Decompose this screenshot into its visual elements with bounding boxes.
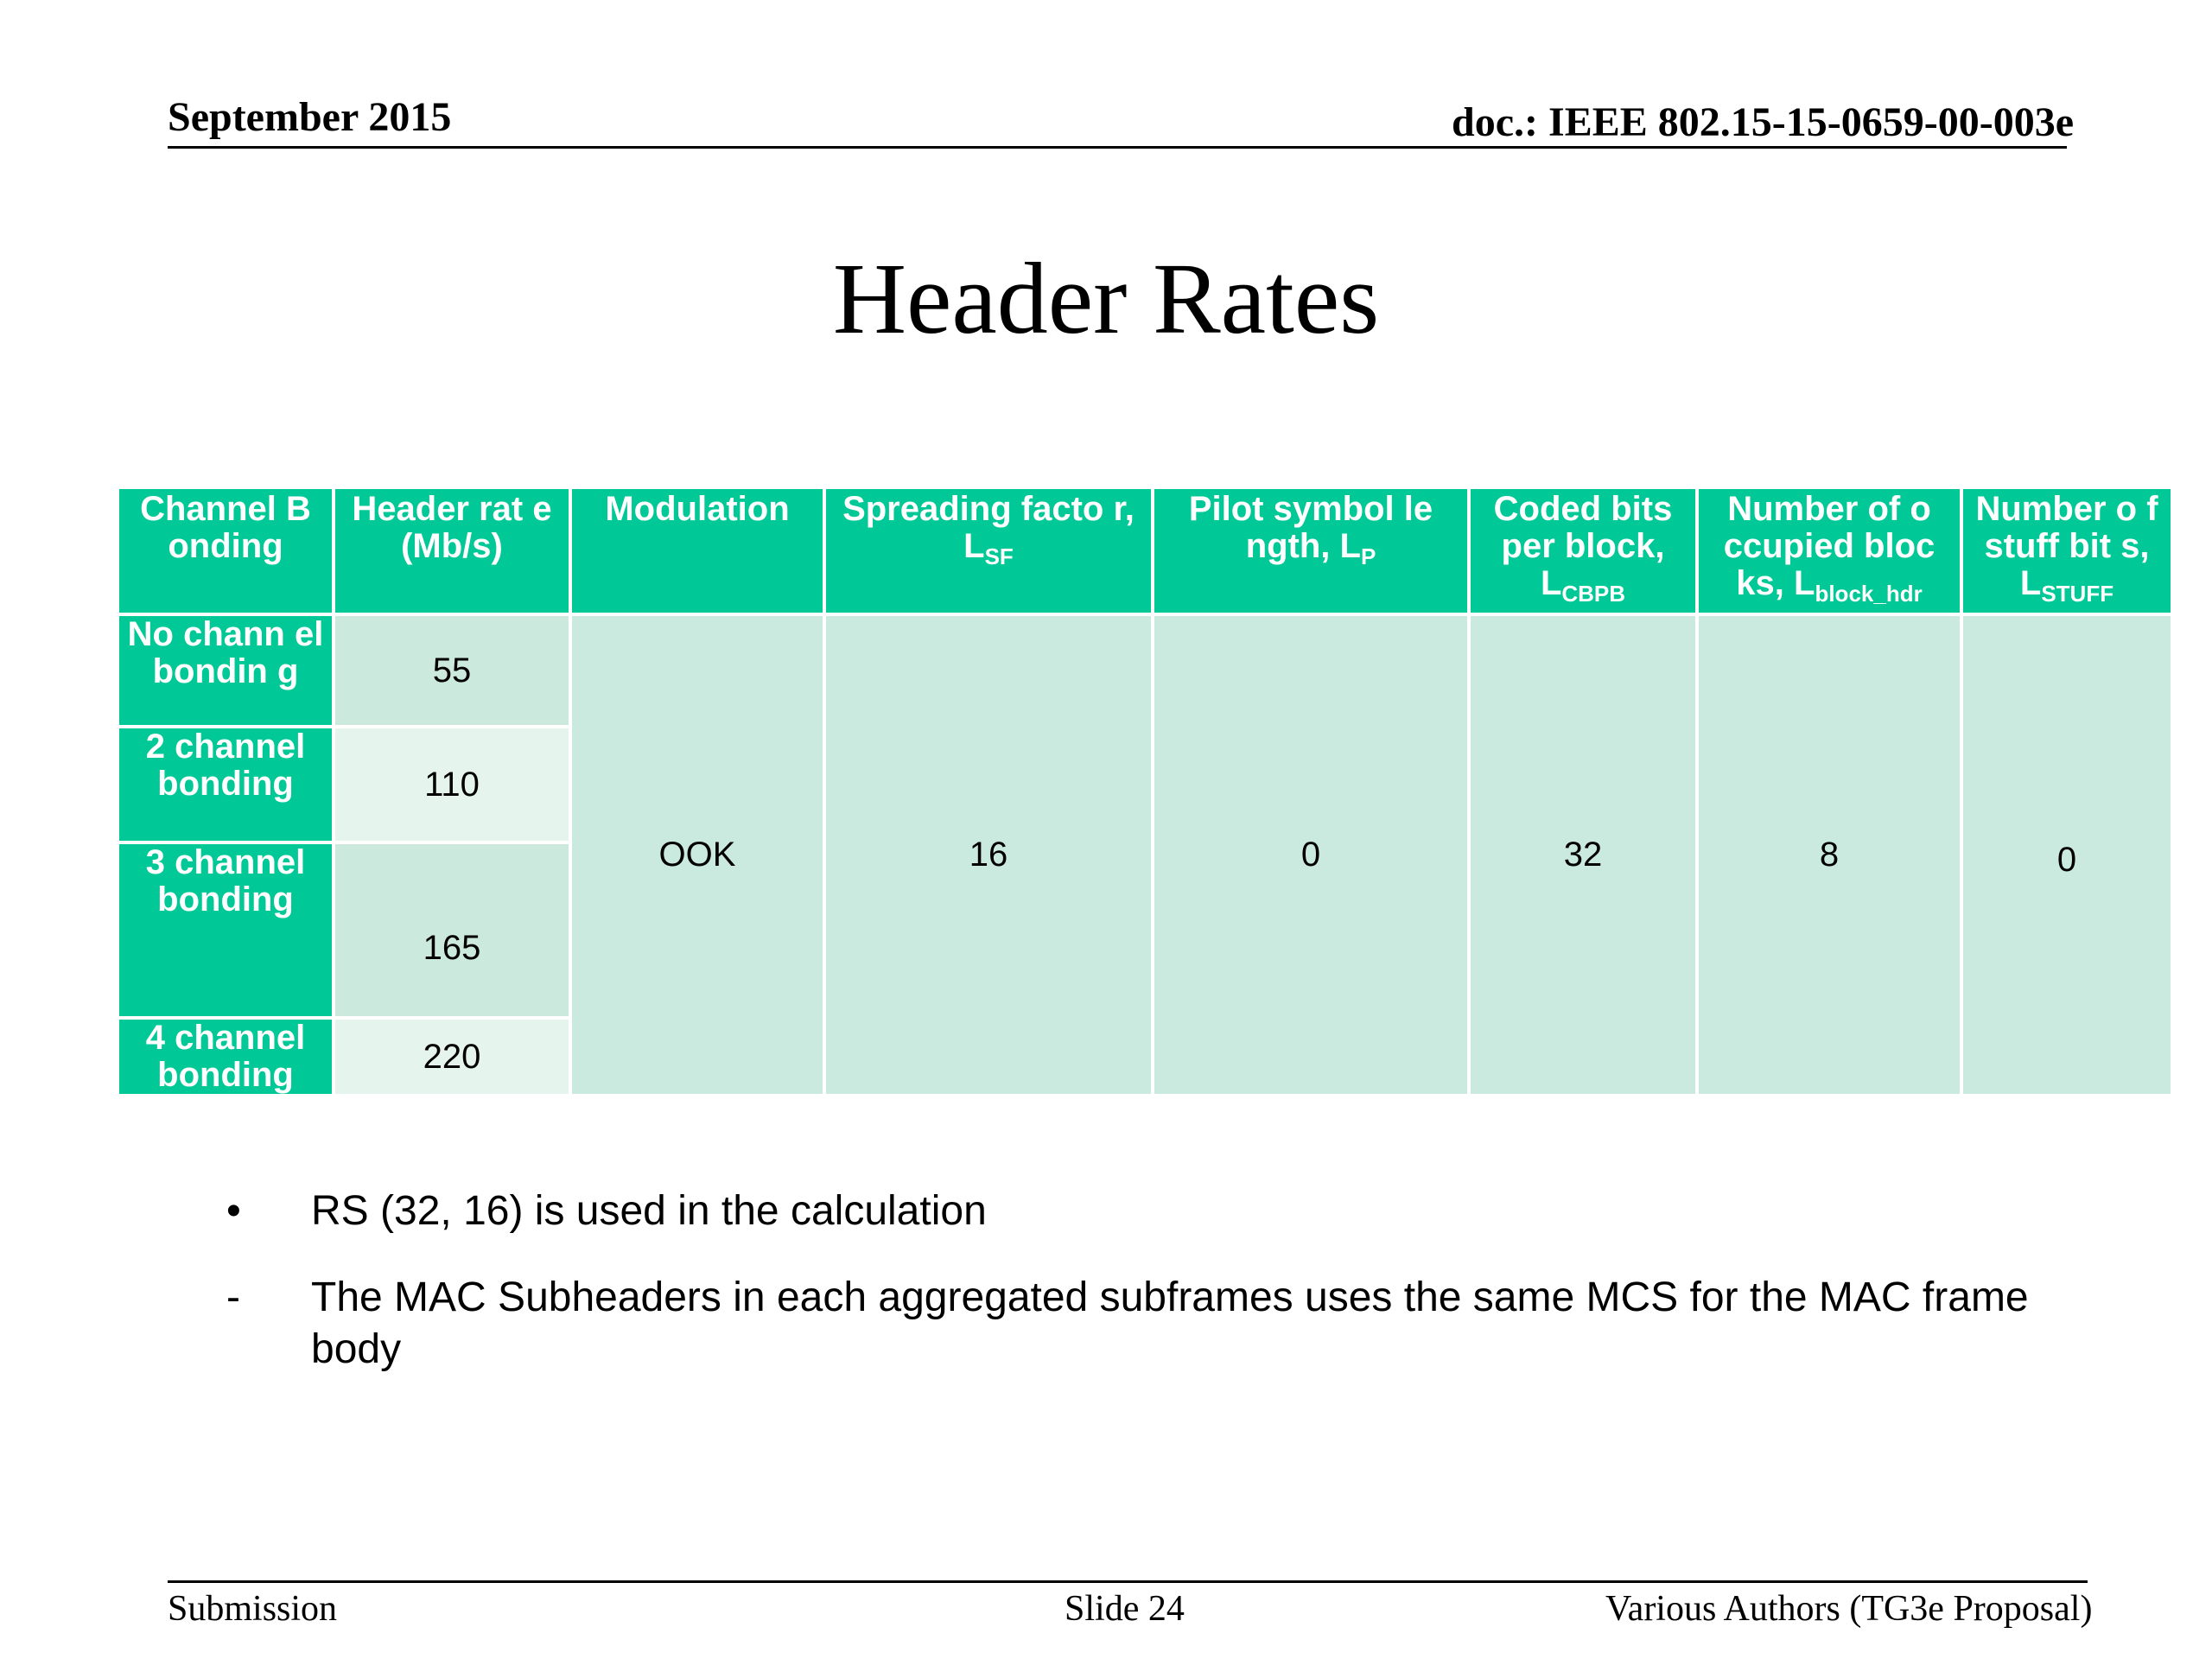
header-date: September 2015 (168, 94, 452, 140)
bullet-list: • RS (32, 16) is used in the calculation… (226, 1185, 2084, 1410)
row-label-bonding: 2 channel bonding (116, 725, 335, 844)
col-header-channel-bonding: Channel B onding (116, 486, 335, 616)
footer-slide-number: Slide 24 (1065, 1589, 1185, 1629)
header-doc-id: doc.: IEEE 802.15-15-0659-00-003e (1452, 99, 2074, 145)
list-item: - The MAC Subheaders in each aggregated … (226, 1272, 2084, 1376)
cell-occupied-blocks: 8 (1695, 613, 1963, 1097)
row-label-bonding: 4 channel bonding (116, 1016, 335, 1097)
header-rule (168, 146, 2067, 149)
cell-pilot-length: 0 (1151, 613, 1471, 1097)
col-header-stuff-bits: Number o f stuff bit s, LSTUFF (1960, 486, 2174, 616)
col-header-occupied-blocks: Number of o ccupied bloc ks, Lblock_hdr (1695, 486, 1963, 616)
cell-modulation: OOK (569, 613, 826, 1097)
footer-submission: Submission (168, 1589, 338, 1629)
table-row: No chann el bondin g 55 OOK 16 0 32 8 0 (116, 613, 2174, 1097)
col-header-modulation: Modulation (569, 486, 826, 616)
footer-rule (168, 1580, 2088, 1583)
cell-header-rate: 165 (332, 841, 572, 1020)
list-item: • RS (32, 16) is used in the calculation (226, 1185, 2084, 1237)
table-row: 2 channel bonding 110 (116, 725, 2172, 844)
row-label-bonding: No chann el bondin g (116, 613, 335, 728)
col-header-coded-bits: Coded bits per block, LCBPB (1467, 486, 1699, 616)
footer-authors: Various Authors (TG3e Proposal) (1605, 1589, 2093, 1629)
slide-title: Header Rates (832, 242, 1380, 355)
col-header-header-rate: Header rat e (Mb/s) (332, 486, 572, 616)
cell-header-rate: 55 (332, 613, 572, 728)
table-row: 3 channel bonding 165 (116, 841, 2172, 1020)
bullet-marker: • (226, 1188, 241, 1234)
bullet-text: The MAC Subheaders in each aggregated su… (311, 1274, 2029, 1372)
bullet-marker: - (226, 1274, 240, 1320)
cell-header-rate: 220 (332, 1016, 572, 1097)
cell-stuff-bits: 0 (1960, 613, 2174, 1097)
col-header-pilot-length: Pilot symbol le ngth, LP (1151, 486, 1471, 616)
cell-spreading-factor: 16 (823, 613, 1154, 1097)
table-row: 4 channel bonding 220 (116, 1016, 2172, 1097)
cell-coded-bits: 32 (1467, 613, 1699, 1097)
table-header-row: Channel B onding Header rat e (Mb/s) Mod… (116, 486, 2174, 616)
row-label-bonding: 3 channel bonding (116, 841, 335, 1020)
header-rates-table: Channel B onding Header rat e (Mb/s) Mod… (116, 486, 2174, 1097)
col-header-spreading-factor: Spreading facto r, LSF (823, 486, 1154, 616)
bullet-text: RS (32, 16) is used in the calculation (311, 1188, 987, 1234)
cell-header-rate: 110 (332, 725, 572, 844)
